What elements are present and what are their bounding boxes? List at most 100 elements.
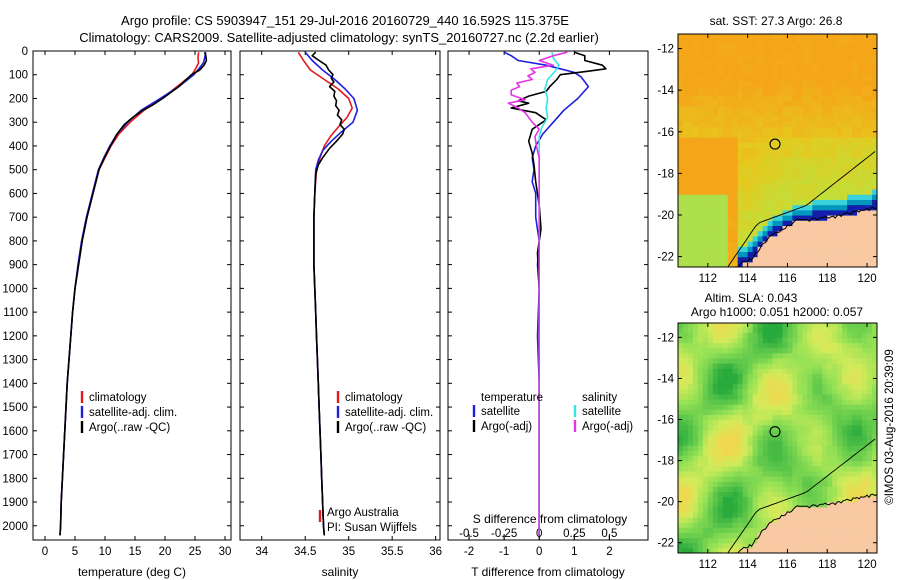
map-cell (732, 465, 739, 472)
map-cell (697, 517, 704, 523)
map-cell (678, 157, 684, 164)
map-cell (732, 378, 739, 385)
map-cell (867, 43, 873, 50)
map-cell (842, 136, 848, 143)
map-cell (817, 168, 823, 174)
map-cell (687, 342, 694, 349)
map-cell (837, 188, 843, 195)
map-cell (747, 178, 754, 185)
map-cell (807, 126, 813, 133)
map-cell (812, 542, 818, 549)
map-cell (862, 74, 868, 81)
map-cell (747, 475, 754, 482)
map-cell (742, 414, 749, 421)
map-cell (682, 230, 689, 237)
map-cell (842, 147, 848, 154)
map-cell (717, 363, 724, 369)
map-cell (687, 168, 694, 174)
map-cell (707, 450, 714, 457)
map-cell (812, 388, 818, 395)
x-tick-label: 1 (571, 546, 577, 558)
map-cell (847, 429, 853, 436)
map-cell (762, 537, 769, 544)
map-cell (702, 388, 709, 395)
map-cell (697, 38, 704, 44)
map-cell (842, 378, 848, 385)
map-cell (782, 342, 789, 349)
map-cell (717, 547, 724, 553)
map-cell (722, 547, 729, 553)
map-cell (712, 440, 719, 446)
map-cell (872, 188, 877, 195)
map-cell (692, 261, 699, 267)
map-cell (837, 537, 843, 544)
map-cell (812, 522, 818, 528)
map-cell (797, 220, 803, 226)
map-cell (722, 542, 729, 549)
map-cell (782, 251, 789, 258)
map-cell (717, 58, 724, 65)
map-cell (742, 460, 749, 467)
map-cell (872, 424, 877, 431)
map-cell (762, 393, 769, 400)
map-cell (852, 241, 858, 247)
map-cell (678, 542, 684, 549)
map-cell (802, 142, 808, 148)
map-cell (697, 445, 704, 451)
map-cell (742, 511, 749, 518)
map-cell (678, 414, 684, 421)
map-cell (712, 347, 719, 354)
map-cell (842, 69, 848, 76)
map-cell (737, 342, 744, 349)
map-cell (752, 142, 759, 148)
map-cell (802, 491, 808, 498)
map-cell (727, 357, 734, 364)
map-cell (867, 142, 873, 148)
map-cell (717, 352, 724, 359)
map-cell (777, 34, 784, 39)
map-cell (842, 424, 848, 431)
map-cell (822, 537, 828, 544)
map-cell (762, 363, 769, 369)
map-cell (797, 58, 803, 65)
map-cell (817, 84, 823, 91)
map-cell (837, 373, 843, 380)
map-cell (832, 235, 838, 242)
map-cell (678, 256, 684, 263)
map-cell (842, 38, 848, 44)
map-cell (852, 347, 858, 354)
map-cell (777, 74, 784, 81)
map-cell (872, 225, 877, 232)
map-cell (822, 204, 828, 211)
map-cell (697, 43, 704, 50)
y-tick-label: 300 (9, 117, 28, 129)
map-cell (787, 455, 794, 462)
map-cell (757, 373, 764, 380)
map-cell (827, 43, 833, 50)
map-cell (692, 95, 699, 102)
map-cell (707, 79, 714, 86)
map-cell (722, 378, 729, 385)
map-cell (827, 79, 833, 86)
map-cell (847, 337, 853, 344)
map-cell (722, 209, 729, 216)
map-cell (727, 542, 734, 549)
map-cell (737, 126, 744, 133)
map-cell (697, 522, 704, 528)
map-cell (752, 337, 759, 344)
map-cell (722, 162, 729, 169)
map-cell (777, 517, 784, 523)
map-cell (827, 251, 833, 258)
map-cell (737, 337, 744, 344)
map-cell (752, 501, 759, 508)
map-cell (767, 43, 774, 50)
map-cell (832, 542, 838, 549)
map-cell (737, 230, 744, 237)
map-cell (752, 69, 759, 76)
map-cell (727, 368, 734, 374)
map-cell (702, 194, 709, 200)
map-cell (702, 142, 709, 148)
map-cell (812, 347, 818, 354)
map-cell (797, 547, 803, 553)
map-cell (857, 241, 863, 247)
